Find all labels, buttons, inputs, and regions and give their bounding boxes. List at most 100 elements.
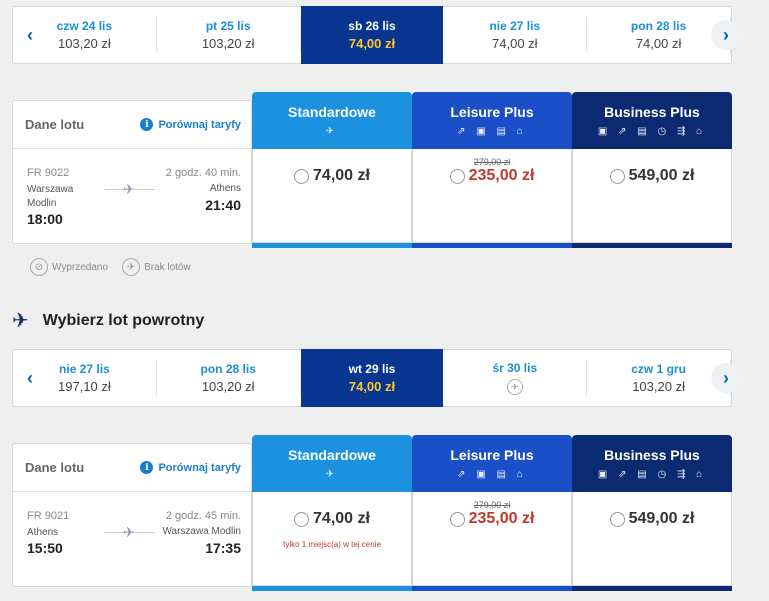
flight-details-box: Dane lotu i Porównaj taryfy FR 9021 2 god… — [12, 443, 252, 587]
fare-features-icons: ▣ ⇗ ▤ ◷ ⇶ ⌂ — [597, 469, 707, 480]
flight-details-title: Dane lotu — [25, 460, 85, 475]
date-tab[interactable]: śr 30 lis ✈ — [443, 360, 588, 396]
route-line: ✈ — [105, 181, 155, 197]
compare-fares-link[interactable]: i Porównaj taryfy — [140, 118, 241, 131]
next-dates-arrow-icon[interactable]: › — [711, 363, 741, 393]
flight-duration: 2 godz. 45 min. — [165, 510, 241, 522]
plane-icon: ✈ — [325, 126, 339, 137]
inbound-flight-panel: Dane lotu i Porównaj taryfy FR 9021 2 god… — [12, 435, 732, 591]
fare-price-value: 235,00 zł — [468, 510, 535, 527]
return-title: Wybierz lot powrotny — [42, 311, 205, 329]
flight-duration: 2 godz. 40 min. — [165, 167, 241, 179]
fare-price-value: 235,00 zł — [468, 167, 535, 184]
plane-icon: ✈ — [325, 469, 339, 480]
date-label: pt 25 lis — [205, 19, 251, 33]
fare-price-value: 549,00 zł — [628, 167, 695, 184]
date-tab-selected[interactable]: wt 29 lis 74,00 zł — [300, 349, 444, 407]
date-tab[interactable]: czw 24 lis 103,20 zł — [13, 17, 157, 53]
legend: ⊘ Wyprzedano ✈ Brak lotów — [30, 258, 191, 276]
arrival-airport: Warszawa Modlin — [162, 526, 241, 537]
date-tab[interactable]: pt 25 lis 103,20 zł — [157, 17, 301, 53]
fare-strip — [252, 586, 412, 591]
date-price: 74,00 zł — [492, 36, 538, 51]
date-tab[interactable]: czw 1 gru 103,20 zł — [587, 360, 731, 396]
fare-strip — [412, 243, 572, 248]
fare-strip — [572, 586, 732, 591]
next-dates-arrow-icon[interactable]: › — [711, 20, 741, 50]
prev-dates-arrow-icon[interactable]: ‹ — [27, 24, 33, 45]
fare-radio[interactable] — [449, 511, 465, 527]
fare-name: Business Plus — [604, 104, 700, 120]
date-tab[interactable]: nie 27 lis 197,10 zł — [13, 360, 157, 396]
fare-business-plus[interactable]: Business Plus ▣ ⇗ ▤ ◷ ⇶ ⌂ 549,00 zł — [572, 92, 732, 248]
fare-price: 549,00 zł — [609, 510, 695, 528]
fare-leisure-plus[interactable]: Leisure Plus ⇗ ▣ ▤ ⌂ 279,00 zł 235,00 zł — [412, 435, 572, 591]
departure-time: 15:50 — [27, 540, 63, 556]
compare-fares-label: Porównaj taryfy — [158, 118, 241, 131]
fare-strip — [412, 586, 572, 591]
compare-fares-link[interactable]: i Porównaj taryfy — [140, 461, 241, 474]
flight-number: FR 9022 — [27, 167, 70, 179]
return-section-heading: ✈ Wybierz lot powrotny — [12, 308, 204, 333]
date-price: 103,20 zł — [632, 379, 685, 394]
fare-price: 235,00 zł — [449, 510, 535, 528]
date-price: 103,20 zł — [201, 36, 255, 51]
compare-fares-label: Porównaj taryfy — [158, 461, 241, 474]
info-icon: i — [140, 461, 154, 474]
date-tab[interactable]: pon 28 lis 74,00 zł — [587, 17, 731, 53]
date-tab-selected[interactable]: sb 26 lis 74,00 zł — [300, 6, 444, 64]
legend-sold-label: Wyprzedano — [52, 261, 109, 273]
fare-features-icons: ▣ ⇗ ▤ ◷ ⇶ ⌂ — [597, 126, 707, 137]
fare-radio[interactable] — [609, 511, 625, 527]
fare-price-value: 549,00 zł — [628, 510, 695, 527]
prev-dates-arrow-icon[interactable]: ‹ — [27, 367, 33, 388]
flight-number: FR 9021 — [27, 510, 70, 522]
arrival-time: 21:40 — [205, 197, 241, 213]
arrival-time: 17:35 — [205, 540, 241, 556]
fare-leisure-plus[interactable]: Leisure Plus ⇗ ▣ ▤ ⌂ 279,00 zł 235,00 zł — [412, 92, 572, 248]
flight-details-title: Dane lotu — [25, 117, 85, 132]
date-label: nie 27 lis — [489, 19, 541, 33]
arrival-airport: Athens — [209, 183, 241, 194]
fare-standard[interactable]: Standardowe ✈ 74,00 zł — [252, 92, 412, 248]
fare-business-plus[interactable]: Business Plus ▣ ⇗ ▤ ◷ ⇶ ⌂ 549,00 zł — [572, 435, 732, 591]
date-tab[interactable]: pon 28 lis 103,20 zł — [157, 360, 301, 396]
fare-strip — [572, 243, 732, 248]
date-price: 74,00 zł — [635, 36, 682, 51]
date-label: nie 27 lis — [59, 362, 110, 376]
date-price: 74,00 zł — [348, 36, 396, 51]
fare-options: Standardowe ✈ 74,00 zł Leisure Plus ⇗ ▣ ▤ … — [252, 92, 732, 248]
fare-name: Standardowe — [288, 104, 376, 120]
date-label: śr 30 lis — [492, 361, 538, 375]
departure-airport: Warszawa Modlin — [27, 184, 74, 209]
fare-radio[interactable] — [294, 511, 310, 527]
fare-name: Standardowe — [288, 447, 376, 463]
fare-radio[interactable] — [294, 168, 310, 184]
date-price: 103,20 zł — [201, 379, 255, 394]
fare-features-icons: ⇗ ▣ ▤ ⌂ — [457, 126, 527, 137]
date-label: sb 26 lis — [348, 19, 396, 33]
fare-price: 74,00 zł — [294, 510, 370, 528]
old-price: 279,00 zł — [473, 157, 511, 167]
date-label: wt 29 lis — [348, 362, 396, 376]
plane-icon: ✈ — [12, 310, 29, 332]
fare-options: Standardowe ✈ 74,00 zł tylko 1 miejsc(a) w… — [252, 435, 732, 591]
fare-name: Leisure Plus — [450, 447, 534, 463]
date-label: pon 28 lis — [630, 19, 687, 33]
date-tab[interactable]: nie 27 lis 74,00 zł — [443, 17, 588, 53]
no-flights-icon: ✈ — [506, 379, 523, 395]
date-label: czw 1 gru — [631, 362, 686, 376]
plane-icon: ✈ — [123, 524, 135, 540]
date-price: 74,00 zł — [348, 379, 396, 394]
fare-price: 549,00 zł — [609, 167, 695, 185]
fare-radio[interactable] — [449, 168, 465, 184]
departure-airport: Athens — [27, 527, 59, 538]
fare-price-value: 74,00 zł — [313, 167, 370, 184]
fare-standard[interactable]: Standardowe ✈ 74,00 zł tylko 1 miejsc(a) w… — [252, 435, 412, 591]
date-price: 197,10 zł — [58, 379, 111, 394]
date-price: 103,20 zł — [58, 36, 111, 51]
fare-radio[interactable] — [609, 168, 625, 184]
fare-price: 235,00 zł — [449, 167, 535, 185]
legend-noflights-label: Brak lotów — [144, 261, 191, 273]
date-label: czw 24 lis — [56, 19, 113, 33]
